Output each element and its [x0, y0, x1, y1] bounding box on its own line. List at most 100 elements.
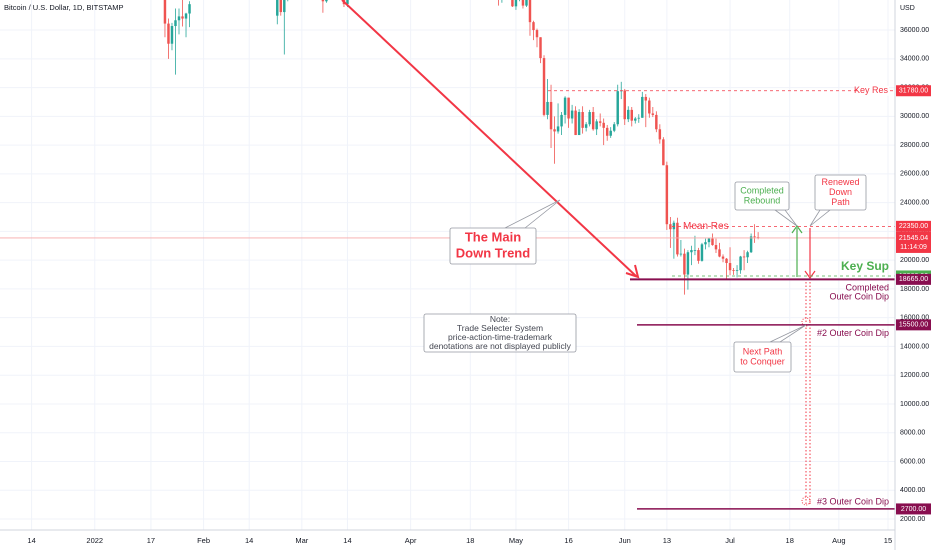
candle-body — [581, 112, 584, 128]
candle-body — [700, 244, 704, 261]
x-tick-label: Feb — [197, 536, 210, 545]
callout-text: Path — [831, 197, 850, 207]
y-tick-label: 24000.00 — [900, 199, 929, 206]
candle-body — [651, 113, 655, 115]
candle-body — [177, 16, 181, 21]
price-label: 18665.00 — [899, 276, 928, 283]
candle-body — [711, 238, 714, 246]
candle-body — [676, 222, 679, 255]
candle-body — [528, 0, 532, 23]
trend-arrow — [341, 0, 637, 277]
candle-body — [735, 270, 739, 272]
callout-text: Trade Selecter System — [457, 323, 543, 333]
currency: USD — [900, 5, 915, 12]
candle-body — [584, 124, 588, 128]
candle-body — [739, 256, 742, 271]
candle-body — [630, 109, 633, 121]
candle-body — [655, 114, 658, 130]
candle-body — [690, 250, 693, 253]
y-tick-label: 36000.00 — [900, 27, 929, 34]
x-tick-label: 17 — [147, 536, 155, 545]
price-label: 2700.00 — [901, 506, 926, 513]
price-label-box — [896, 319, 931, 331]
y-tick-label: 18000.00 — [900, 286, 929, 293]
x-tick-label: May — [509, 536, 523, 545]
candle-body — [170, 26, 174, 44]
candle-body — [567, 97, 570, 119]
path-marker — [801, 317, 811, 327]
candle-body — [693, 250, 697, 251]
candle-body — [683, 253, 686, 275]
x-tick-label: Jul — [725, 536, 735, 545]
candle-body — [697, 250, 700, 261]
y-tick-label: 30000.00 — [900, 113, 929, 120]
candle-body — [641, 96, 644, 118]
x-tick-label: 18 — [466, 536, 474, 545]
y-tick-label: 2000.00 — [900, 516, 925, 523]
candle-body — [283, 0, 286, 13]
candle-body — [612, 124, 616, 131]
candle-body — [514, 0, 518, 7]
candle-body — [570, 110, 574, 119]
candle-body — [707, 238, 711, 243]
candle-body — [577, 112, 581, 136]
countdown: 11:14:09 — [900, 244, 927, 251]
candle-body — [637, 117, 641, 119]
candle-body — [346, 0, 349, 5]
candle-body — [563, 97, 567, 115]
x-tick-label: Jun — [619, 536, 631, 545]
candle-body — [598, 121, 602, 123]
x-tick-label: Apr — [405, 536, 417, 545]
candle-body — [556, 126, 560, 132]
callout-box — [814, 174, 867, 211]
drawings — [341, 0, 816, 506]
candle-body — [521, 0, 525, 6]
candle-body — [749, 236, 753, 253]
grid — [0, 0, 895, 530]
candle-body — [718, 249, 721, 257]
callout-box — [734, 181, 790, 211]
candle-body — [279, 0, 283, 13]
candle-body — [627, 109, 630, 120]
candle-body — [725, 258, 728, 264]
candle-body — [181, 16, 184, 19]
level-text: #2 Outer Coin Dip — [817, 328, 889, 338]
last-price-box — [896, 231, 931, 253]
callout-text: to Conquer — [740, 356, 785, 366]
price-label-box — [896, 85, 931, 97]
candle-body — [753, 236, 756, 238]
level-text: #3 Outer Coin Dip — [817, 496, 889, 506]
y-tick-label: 12000.00 — [900, 372, 929, 379]
y-tick-label: 8000.00 — [900, 430, 925, 437]
candle-body — [591, 112, 595, 130]
x-tick-label: 16 — [564, 536, 572, 545]
level-text: Key Res — [854, 85, 889, 95]
x-tick-label: 14 — [245, 536, 253, 545]
price-label-box — [896, 220, 931, 232]
y-tick-label: 34000.00 — [900, 56, 929, 63]
price-label-box — [896, 503, 931, 515]
last-price-label: 21545.04 — [899, 235, 928, 242]
candle-body — [732, 270, 735, 272]
level-text: Key Sup — [841, 259, 889, 273]
y-tick-label: 26000.00 — [900, 171, 929, 178]
candles — [0, 0, 895, 295]
candle-body — [602, 122, 605, 128]
price-label-box — [896, 273, 931, 285]
candle-body — [174, 20, 177, 27]
axes: 2000.00 4000.00 6000.00 8000.00 10000.00 1200… — [27, 27, 931, 545]
callout-text: price-action-time-trademark — [448, 332, 553, 342]
candle-body — [669, 224, 672, 230]
y-tick-label: 6000.00 — [900, 458, 925, 465]
candle-body — [276, 0, 279, 16]
y-tick-label: 4000.00 — [900, 487, 925, 494]
y-tick-label: 16000.00 — [900, 315, 929, 322]
candle-body — [634, 118, 637, 121]
callout-text: Note: — [490, 314, 510, 324]
x-tick-label: 14 — [343, 536, 351, 545]
x-tick-label: 13 — [663, 536, 671, 545]
